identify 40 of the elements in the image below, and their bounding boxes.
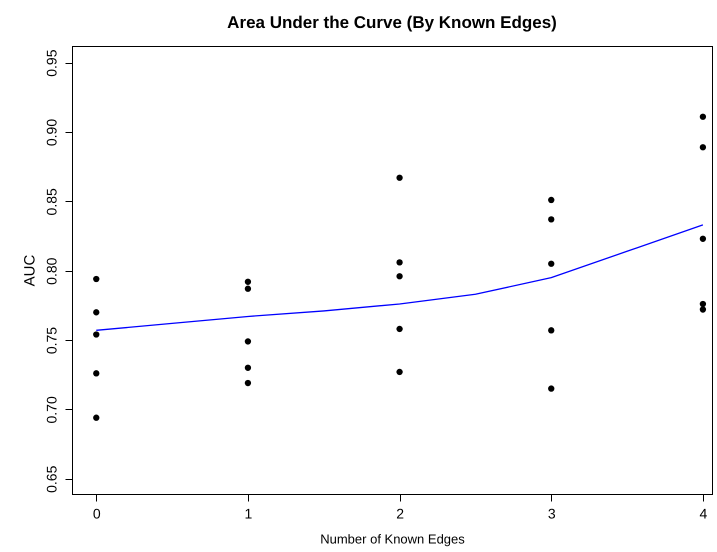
point [93, 414, 100, 421]
point [396, 368, 403, 376]
y-tick-label: 0.85 [44, 188, 60, 216]
point [548, 327, 554, 334]
x-tick-label: 2 [396, 506, 404, 522]
point [244, 278, 252, 285]
point [93, 276, 100, 282]
y-tick-label: 0.65 [44, 465, 60, 493]
point [548, 196, 554, 204]
y-tick-label: 0.80 [44, 257, 60, 285]
point [700, 300, 706, 308]
point [93, 331, 100, 338]
point [700, 114, 706, 120]
point [244, 380, 252, 386]
chart-title: Area Under the Curve (By Known Edges) [227, 13, 557, 32]
point [700, 236, 706, 242]
point [548, 260, 554, 267]
point [93, 309, 100, 316]
point [244, 286, 252, 292]
x-tick-label: 3 [548, 506, 556, 522]
y-axis-title: AUC [22, 254, 38, 286]
point [548, 216, 554, 223]
y-tick-label: 0.75 [44, 326, 60, 354]
point [700, 144, 706, 150]
x-axis-title: Number of Known Edges [320, 532, 466, 546]
y-tick-label: 0.95 [44, 49, 60, 77]
point [548, 385, 554, 392]
point [700, 306, 706, 313]
point [396, 259, 403, 266]
y-tick-label: 0.90 [44, 118, 60, 146]
y-tick-label: 0.70 [44, 396, 60, 424]
point [244, 364, 252, 371]
x-tick-label: 1 [244, 506, 253, 522]
point [396, 326, 403, 332]
point [93, 370, 100, 376]
point [396, 273, 403, 280]
point [244, 338, 252, 345]
x-tick-label: 0 [92, 506, 101, 522]
point [396, 174, 403, 181]
x-tick-label: 4 [700, 506, 708, 522]
